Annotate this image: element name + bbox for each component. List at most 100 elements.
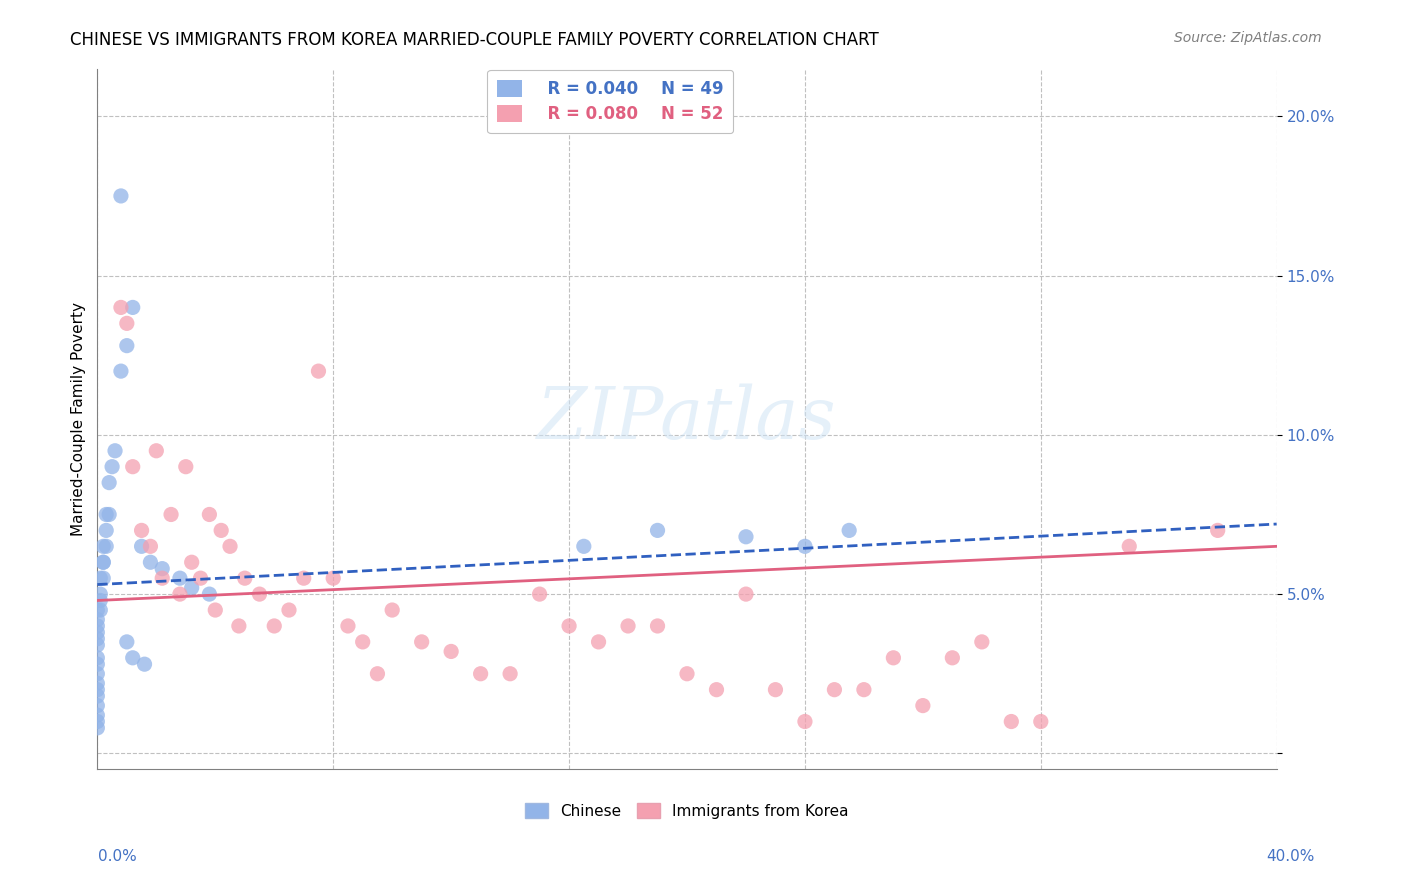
Point — [588, 635, 610, 649]
Point — [322, 571, 344, 585]
Point — [134, 657, 156, 672]
Point — [86, 603, 108, 617]
Point — [145, 443, 167, 458]
Point — [86, 625, 108, 640]
Point — [838, 524, 860, 538]
Point — [174, 459, 197, 474]
Point — [131, 539, 153, 553]
Point — [209, 524, 232, 538]
Point — [86, 708, 108, 723]
Point — [647, 524, 669, 538]
Point — [104, 443, 127, 458]
Point — [823, 682, 845, 697]
Point — [190, 571, 212, 585]
Point — [91, 571, 114, 585]
Point — [1029, 714, 1052, 729]
Point — [91, 555, 114, 569]
Point — [86, 676, 108, 690]
Point — [529, 587, 551, 601]
Point — [86, 714, 108, 729]
Point — [115, 635, 138, 649]
Text: 40.0%: 40.0% — [1267, 849, 1315, 863]
Point — [278, 603, 301, 617]
Point — [336, 619, 359, 633]
Point — [86, 689, 108, 703]
Point — [219, 539, 242, 553]
Point — [89, 571, 111, 585]
Point — [292, 571, 315, 585]
Point — [96, 524, 118, 538]
Point — [706, 682, 728, 697]
Point — [86, 650, 108, 665]
Point — [89, 603, 111, 617]
Point — [198, 508, 221, 522]
Point — [308, 364, 330, 378]
Text: 0.0%: 0.0% — [98, 849, 138, 863]
Y-axis label: Married-Couple Family Poverty: Married-Couple Family Poverty — [72, 301, 86, 536]
Point — [204, 603, 226, 617]
Point — [169, 587, 191, 601]
Point — [558, 619, 581, 633]
Point — [89, 593, 111, 607]
Point — [86, 666, 108, 681]
Point — [381, 603, 404, 617]
Point — [86, 613, 108, 627]
Point — [101, 459, 124, 474]
Point — [794, 714, 817, 729]
Point — [572, 539, 595, 553]
Point — [121, 650, 143, 665]
Point — [911, 698, 934, 713]
Point — [852, 682, 875, 697]
Point — [941, 650, 963, 665]
Point — [86, 619, 108, 633]
Point — [150, 561, 173, 575]
Point — [86, 632, 108, 646]
Text: CHINESE VS IMMIGRANTS FROM KOREA MARRIED-COUPLE FAMILY POVERTY CORRELATION CHART: CHINESE VS IMMIGRANTS FROM KOREA MARRIED… — [70, 31, 879, 49]
Point — [160, 508, 183, 522]
Point — [198, 587, 221, 601]
Point — [735, 530, 758, 544]
Point — [366, 666, 388, 681]
Point — [110, 189, 132, 203]
Point — [263, 619, 285, 633]
Point — [86, 657, 108, 672]
Text: ZIPatlas: ZIPatlas — [537, 384, 837, 454]
Point — [1000, 714, 1022, 729]
Point — [86, 698, 108, 713]
Point — [98, 508, 121, 522]
Point — [98, 475, 121, 490]
Point — [352, 635, 374, 649]
Point — [1118, 539, 1140, 553]
Point — [1206, 524, 1229, 538]
Point — [647, 619, 669, 633]
Point — [86, 721, 108, 735]
Point — [121, 301, 143, 315]
Point — [440, 644, 463, 658]
Point — [617, 619, 640, 633]
Point — [169, 571, 191, 585]
Point — [96, 508, 118, 522]
Point — [411, 635, 433, 649]
Point — [115, 338, 138, 352]
Point — [794, 539, 817, 553]
Point — [89, 587, 111, 601]
Point — [970, 635, 993, 649]
Legend: Chinese, Immigrants from Korea: Chinese, Immigrants from Korea — [519, 797, 855, 825]
Point — [110, 301, 132, 315]
Point — [91, 555, 114, 569]
Text: Source: ZipAtlas.com: Source: ZipAtlas.com — [1174, 31, 1322, 45]
Point — [249, 587, 271, 601]
Point — [139, 555, 162, 569]
Point — [180, 555, 202, 569]
Point — [180, 581, 202, 595]
Point — [86, 638, 108, 652]
Point — [735, 587, 758, 601]
Point — [121, 459, 143, 474]
Point — [150, 571, 173, 585]
Point — [499, 666, 522, 681]
Point — [882, 650, 904, 665]
Point — [115, 317, 138, 331]
Point — [91, 539, 114, 553]
Point — [131, 524, 153, 538]
Point — [86, 682, 108, 697]
